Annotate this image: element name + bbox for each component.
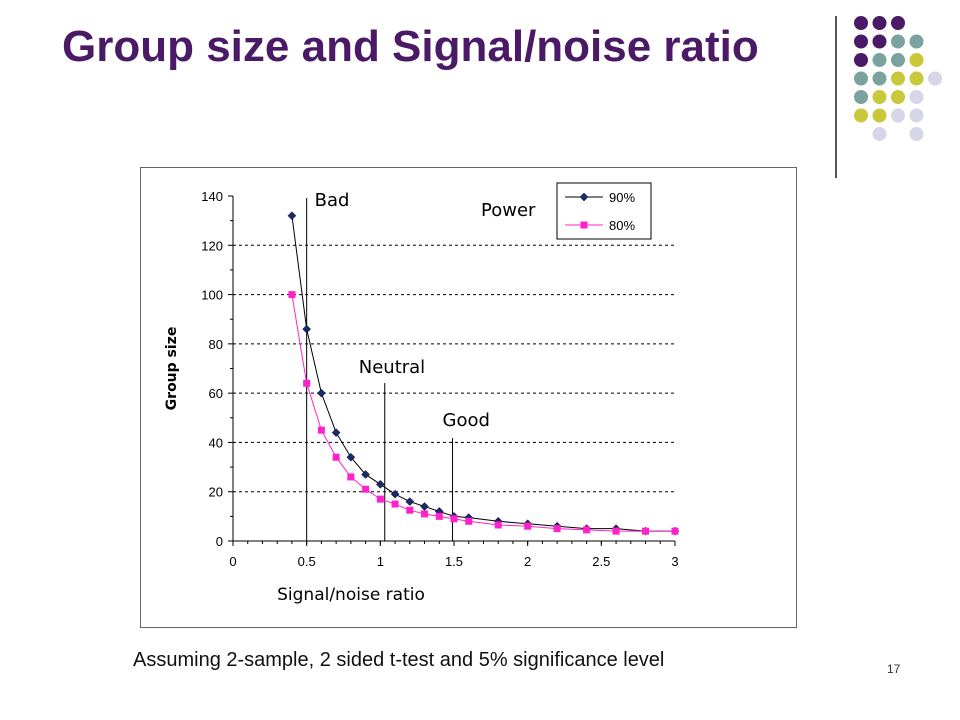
y-tick-label: 40 [209,435,223,450]
legend-marker-90 [579,192,589,202]
legend-marker-80 [580,221,588,229]
y-axis-label: Group size [164,327,180,411]
data-point-90 [420,502,429,511]
chart-frame: 0 20 40 60 80 100 120 140 0 0.5 1 1.5 2 2.5 3 Signal/no… [140,167,797,628]
data-point-80 [583,526,591,534]
group-size-chart: 0 20 40 60 80 100 120 140 0 0.5 1 1.5 2 2.5 3 Signal/no… [164,182,680,605]
data-point-80 [303,379,311,387]
data-point-80 [671,527,679,535]
decorative-dot [872,53,887,67]
y-tick-label: 80 [209,337,223,352]
data-point-80 [406,506,414,514]
title-divider-line [835,16,837,178]
decorative-dot [872,108,887,123]
data-point-80 [421,510,429,518]
y-tick-label: 20 [209,485,223,500]
data-point-90 [346,452,356,462]
decorative-dot [909,108,924,123]
legend-box [556,182,652,240]
decorative-dot [909,90,924,104]
x-tick-label: 2.5 [592,554,610,569]
decorative-dot [872,16,887,30]
slide-title: Group size and Signal/noise ratio [62,22,759,71]
annotation-label-bad: Bad [315,190,350,211]
decorative-dot [891,90,905,104]
data-point-90 [390,489,400,499]
decorative-dot [909,71,924,86]
y-tick-label: 120 [201,238,223,253]
x-tick-label: 1 [377,554,384,569]
data-point-80 [391,500,399,508]
decorative-dot [854,71,868,86]
annotation-label-good: Good [443,410,490,431]
data-point-90 [361,470,370,479]
data-point-80 [435,512,443,520]
decorative-dot [854,34,868,49]
data-point-80 [450,515,458,523]
legend-entry-1: 80% [609,218,635,233]
data-point-90 [405,497,415,506]
data-point-80 [347,473,355,481]
data-point-90 [375,479,385,489]
chart-caption: Assuming 2-sample, 2 sided t-test and 5%… [133,649,665,671]
data-point-80 [524,522,532,530]
decorative-dot [909,34,924,49]
y-tick-label: 140 [201,189,223,204]
decorative-dot-grid [854,16,942,141]
data-point-80 [288,291,296,299]
data-point-80 [376,495,384,503]
annotation-label-neutral: Neutral [359,357,425,378]
decorative-dot [872,71,887,86]
decorative-dot [891,16,905,30]
decorative-dot [891,34,905,49]
data-point-80 [612,527,620,535]
series-line-0 [291,215,675,532]
data-point-90 [317,388,326,398]
x-tick-label: 2 [524,554,531,569]
decorative-dot [854,16,868,30]
y-tick-label: 60 [209,386,223,401]
data-point-80 [362,485,370,493]
data-point-80 [642,527,650,535]
data-point-80 [332,453,340,461]
decorative-dot [891,71,905,86]
x-tick-label: 1.5 [445,554,463,569]
decorative-dot [854,108,868,123]
data-point-80 [553,525,561,533]
decorative-dot [872,34,887,49]
decorative-dot [872,90,887,104]
x-tick-label: 0 [229,554,236,569]
x-tick-label: 3 [671,554,678,569]
data-point-80 [494,521,502,529]
decorative-dot [872,127,887,141]
decorative-dot [854,90,868,104]
x-tick-label: 0.5 [298,554,316,569]
data-point-90 [302,324,312,334]
decorative-dot [909,53,924,67]
page-number: 17 [887,662,901,676]
decorative-dot [928,71,942,86]
data-point-90 [287,211,297,221]
data-point-80 [317,426,325,434]
legend-entry-0: 90% [609,190,635,205]
data-point-80 [465,517,473,525]
x-axis-label: Signal/noise ratio [277,585,425,605]
decorative-dot [854,53,868,67]
decorative-dot [891,108,905,123]
legend-title: Power [481,200,536,221]
y-tick-label: 100 [201,288,223,303]
decorative-dot [891,53,905,67]
decorative-dot [909,127,924,141]
data-point-90 [331,428,341,437]
y-tick-label: 0 [216,534,223,549]
